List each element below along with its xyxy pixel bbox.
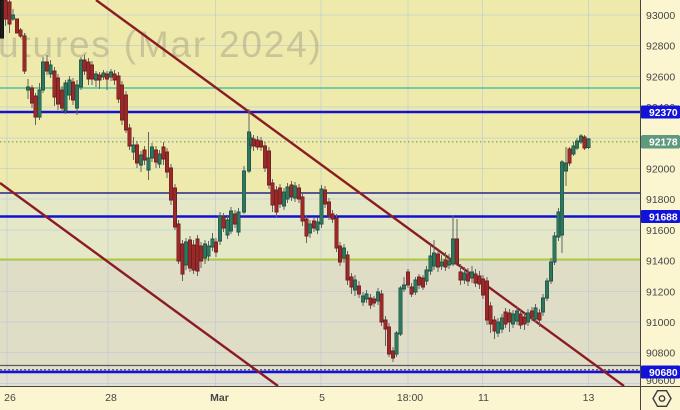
- svg-text:92178: 92178: [649, 138, 678, 149]
- svg-text:92370: 92370: [649, 108, 678, 119]
- svg-text:90800: 90800: [646, 348, 675, 360]
- svg-text:91000: 91000: [646, 317, 675, 329]
- svg-text:26: 26: [4, 392, 16, 404]
- svg-text:utures (Mar 2024): utures (Mar 2024): [0, 24, 323, 65]
- svg-text:91200: 91200: [646, 286, 675, 298]
- svg-text:11: 11: [478, 392, 489, 404]
- svg-text:5: 5: [319, 392, 325, 404]
- svg-text:92000: 92000: [646, 164, 675, 176]
- svg-text:93000: 93000: [646, 10, 675, 22]
- svg-text:92800: 92800: [646, 41, 675, 53]
- svg-text:91688: 91688: [649, 212, 678, 223]
- svg-text:92600: 92600: [646, 71, 675, 83]
- svg-text:28: 28: [105, 392, 117, 404]
- svg-text:Mar: Mar: [210, 392, 229, 404]
- svg-text:91800: 91800: [646, 194, 675, 206]
- svg-text:91400: 91400: [646, 256, 675, 268]
- svg-text:91600: 91600: [646, 225, 675, 237]
- svg-text:18:00: 18:00: [397, 392, 423, 404]
- svg-text:13: 13: [583, 392, 595, 404]
- svg-text:90680: 90680: [649, 368, 678, 379]
